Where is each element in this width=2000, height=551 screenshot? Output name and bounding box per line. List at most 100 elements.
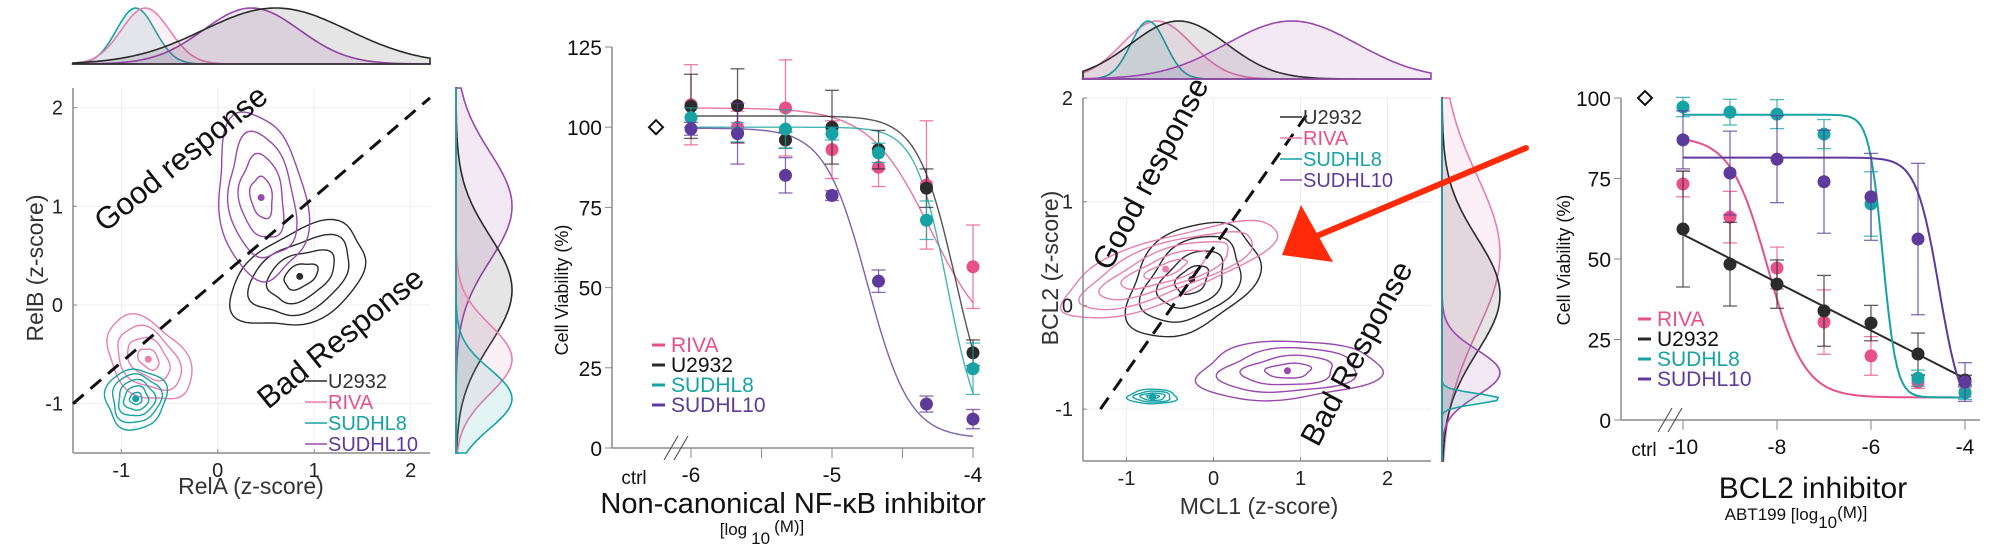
x-tick-label: 2 <box>1382 468 1393 490</box>
x-tick-label: -6 <box>1862 436 1881 459</box>
y-tick-label: 0 <box>52 295 63 317</box>
mcl1-top-marginal <box>1081 20 1432 80</box>
data-point-riva <box>1723 210 1737 224</box>
data-point-sudhl10 <box>731 127 745 141</box>
data-point-sudhl10 <box>1817 175 1831 189</box>
good-response-annotation: Good response <box>1085 72 1215 276</box>
nfkb-viability-panel: 0 25 50 75 100 125 -6 -5 -4 ctrl RIVAU2932SUDHL8S… <box>552 37 986 548</box>
contour-sudhl10 <box>217 111 311 283</box>
centroid-sudhl10 <box>1283 367 1291 375</box>
contours <box>103 111 367 431</box>
data-point-riva <box>1864 349 1878 363</box>
y-tick-label: 2 <box>52 98 63 120</box>
x-tick-label: 0 <box>1208 468 1219 490</box>
contour-u2932 <box>265 249 335 305</box>
legend-label-sudhl8: SUDHL8 <box>671 374 754 397</box>
data-point-sudhl10 <box>1864 190 1878 204</box>
data-point-sudhl10 <box>1958 375 1972 389</box>
centroid-u2932 <box>296 272 304 280</box>
contour-sudhl10 <box>1194 340 1384 402</box>
ctrl-diamond-marker <box>1636 89 1654 107</box>
y-tick-label: 25 <box>1588 330 1611 353</box>
contour-sudhl10 <box>248 175 273 220</box>
contour-sudhl10 <box>237 152 285 238</box>
grid <box>1083 97 1431 461</box>
marginal-density-sudhl8 <box>1441 98 1500 461</box>
legend-label-u2932: U2932 <box>1303 107 1362 129</box>
x-tick-label: -1 <box>1118 468 1136 490</box>
contour-sudhl8 <box>1132 390 1171 403</box>
y-tick-label: 2 <box>1062 88 1073 110</box>
contour-sudhl10 <box>1263 362 1313 379</box>
axis-break-mark <box>1657 407 1673 433</box>
data-point-u2932 <box>684 99 698 113</box>
contour-u2932 <box>1138 235 1242 323</box>
marginal-density-sudhl10 <box>72 7 431 65</box>
axes: -1 0 1 2 -1 0 1 2 <box>45 88 430 482</box>
data-point-sudhl10 <box>1911 232 1925 246</box>
axes: -1 0 1 2 -1 0 1 2 <box>1055 88 1431 490</box>
contour-u2932 <box>283 263 319 291</box>
contour-sudhl8 <box>103 368 169 431</box>
y-tick-label: 0 <box>590 438 602 461</box>
axes: 0 25 50 75 100 -10 -8 -6 -4 ctrl <box>1576 88 1980 461</box>
y-tick-label: 25 <box>579 358 602 381</box>
relB-right-marginal <box>455 87 513 454</box>
data-point-sudhl10 <box>684 122 698 136</box>
y-tick-label: -1 <box>45 394 63 416</box>
grid <box>73 88 430 453</box>
x-tick-label: 1 <box>1295 468 1306 490</box>
centroid-sudhl10 <box>257 194 265 201</box>
contour-u2932 <box>246 233 350 317</box>
centroid-sudhl8 <box>1149 393 1157 401</box>
contour-sudhl8 <box>118 378 157 417</box>
y-axis-label: RelB (z-score) <box>22 195 48 342</box>
y-tick-label: 0 <box>1599 410 1611 433</box>
contour-sudhl8 <box>128 391 143 406</box>
centroid-sudhl8 <box>132 395 140 403</box>
x-axis-sublabel: ABT199 [log10(M)] <box>1725 503 1868 532</box>
data-point-u2932 <box>1817 304 1831 318</box>
contour-sudhl8 <box>1125 388 1179 405</box>
red-arrow-icon <box>1282 145 1529 262</box>
ctrl-tick-label: ctrl <box>1631 440 1656 461</box>
legend-label-u2932: U2932 <box>671 354 733 377</box>
marginal-density-sudhl8 <box>455 88 513 454</box>
axis-break-mark <box>663 435 679 461</box>
contour-riva <box>1143 258 1189 280</box>
legend-label-riva: RIVA <box>671 334 718 357</box>
x-tick-label: -1 <box>112 460 130 482</box>
mcl1-bcl2-density-panel: -1 0 1 2 -1 0 1 2 Good response Bad Response MC… <box>1037 20 1529 519</box>
marginal-density-u2932 <box>455 87 513 454</box>
contours <box>1059 219 1384 405</box>
x-axis-sublabel: [log 10(M)] <box>720 517 805 548</box>
contour-riva <box>1120 249 1209 290</box>
y-axis-label: Cell Viability (%) <box>552 225 572 356</box>
contour-sudhl8 <box>1139 392 1166 401</box>
response-divider-line <box>72 96 431 405</box>
data-point-sudhl10 <box>966 412 980 426</box>
data-point-u2932 <box>1864 316 1878 330</box>
ctrl-diamond-marker <box>647 118 665 136</box>
relA-top-marginal <box>71 7 431 65</box>
x-tick-label: -8 <box>1768 436 1787 459</box>
y-axis-label: BCL2 (z-score) <box>1037 191 1063 346</box>
contour-sudhl10 <box>226 130 298 259</box>
data-point-sudhl8 <box>1770 107 1784 121</box>
y-tick-label: 100 <box>1576 88 1611 111</box>
x-axis-label: RelA (z-score) <box>178 473 324 499</box>
y-tick-label: 75 <box>579 197 602 220</box>
data-point-sudhl8 <box>825 127 839 141</box>
data-point-sudhl8 <box>872 146 886 160</box>
contour-sudhl8 <box>111 373 164 424</box>
x-axis-label: Non-canonical NF-κB inhibitor <box>600 488 986 520</box>
legend-label-riva: RIVA <box>328 392 374 414</box>
y-tick-label: 100 <box>567 117 602 140</box>
legend-label-sudhl10: SUDHL10 <box>1303 170 1393 192</box>
legend-label-sudhl10: SUDHL10 <box>1657 368 1752 391</box>
data-point-u2932 <box>919 181 933 195</box>
